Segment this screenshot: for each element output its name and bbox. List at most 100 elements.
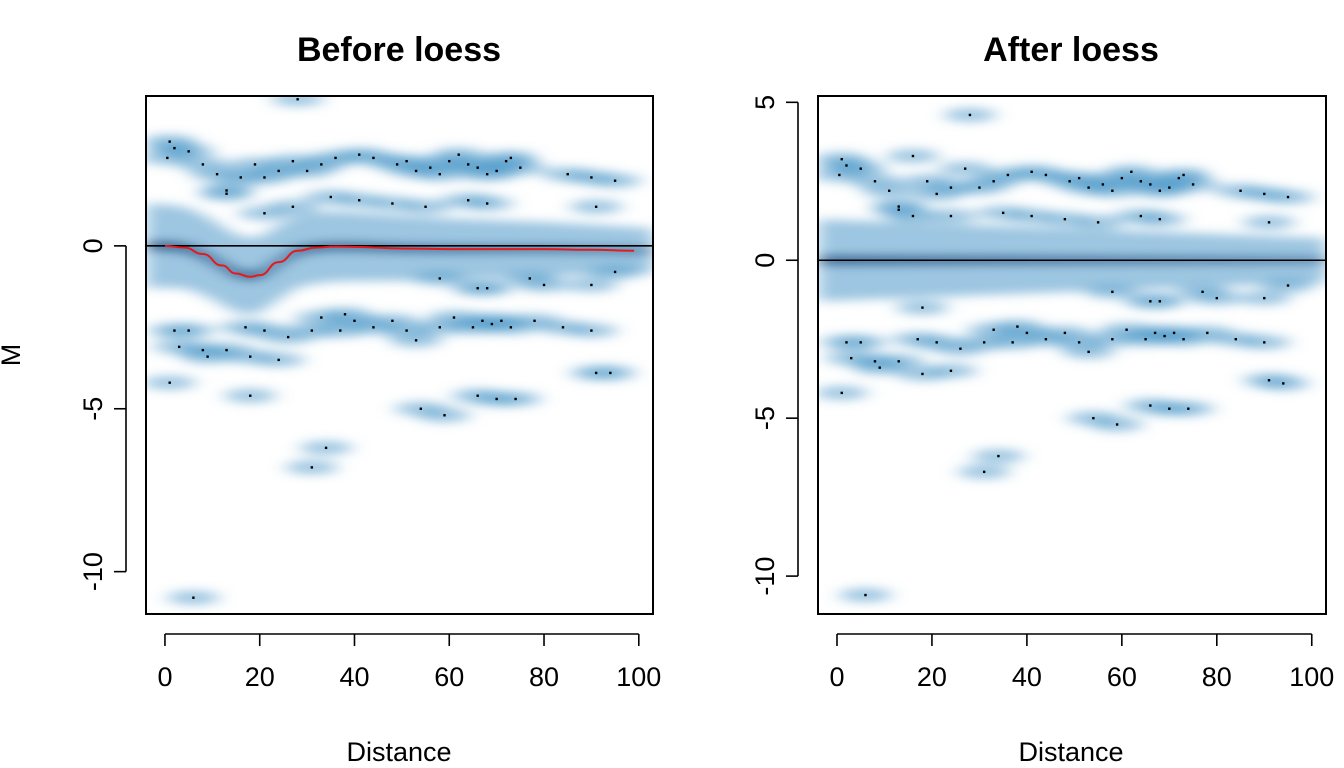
data-point (215, 172, 219, 176)
data-point (452, 316, 456, 319)
data-point (310, 329, 314, 332)
data-point (1087, 186, 1090, 189)
data-point (1267, 221, 1271, 224)
data-point (1096, 221, 1100, 224)
data-point (320, 316, 323, 319)
data-point (495, 397, 498, 401)
data-point (528, 277, 532, 280)
data-point (992, 328, 995, 331)
data-point (514, 397, 517, 401)
data-point (173, 329, 176, 332)
data-point (263, 212, 266, 215)
data-point (1101, 183, 1105, 186)
data-point (1153, 331, 1157, 335)
axes: 0 20 40 60 80 100 -10 -5 0 (78, 95, 661, 692)
data-point (840, 157, 843, 161)
data-point (1063, 331, 1067, 335)
data-point (613, 270, 617, 274)
data-point (358, 199, 361, 202)
data-point (296, 98, 299, 101)
data-point (225, 348, 228, 352)
data-point (173, 146, 176, 150)
data-point (485, 202, 489, 205)
data-point (310, 466, 314, 469)
loess-curve (164, 244, 635, 278)
data-point (542, 283, 546, 287)
data-point (1149, 300, 1152, 303)
data-point (438, 277, 441, 280)
y-tick-label: -10 (750, 557, 780, 596)
y-tick-label: -10 (78, 552, 108, 591)
data-point (485, 287, 489, 290)
data-point (405, 329, 408, 332)
data-point (959, 347, 962, 350)
chart-title: Before loess (297, 31, 501, 69)
x-tick-label: 60 (434, 662, 464, 692)
data-point (1068, 180, 1071, 183)
data-point (1149, 404, 1152, 407)
plot-frame (817, 95, 1327, 615)
data-point (911, 214, 915, 218)
data-point (978, 186, 981, 189)
data-point (372, 156, 375, 160)
data-point (177, 345, 181, 349)
data-point (467, 199, 470, 202)
data-point (1282, 382, 1285, 385)
data-point (395, 163, 399, 166)
data-point (1191, 183, 1195, 186)
data-point (845, 164, 848, 167)
data-point (495, 169, 498, 173)
data-point (448, 159, 451, 163)
data-point (334, 156, 337, 160)
data-point (997, 454, 1000, 458)
data-point (968, 113, 972, 117)
data-point (305, 169, 309, 173)
data-point (949, 214, 953, 218)
data-point (509, 326, 513, 329)
data-point (921, 372, 924, 376)
data-point (329, 195, 332, 199)
x-tick-label: 60 (1107, 662, 1137, 692)
data-point (864, 593, 867, 597)
data-point (1111, 189, 1114, 192)
data-point (1263, 341, 1266, 344)
panel-before-loess: Before loess 0 20 40 60 80 100 -10 -5 0 Distance… (0, 31, 661, 767)
data-point (1168, 186, 1171, 189)
data-point (168, 381, 171, 384)
data-point (859, 167, 862, 170)
data-point (424, 205, 427, 208)
data-point (476, 166, 479, 169)
data-point (878, 366, 881, 369)
data-point (1286, 284, 1290, 287)
axes: 0 20 40 60 80 100 -10 -5 0 5 (750, 95, 1334, 692)
data-point (1011, 341, 1014, 344)
data-point (921, 306, 924, 309)
data-point (897, 208, 900, 211)
data-point (438, 172, 441, 176)
data-point (1263, 296, 1266, 300)
data-point (888, 189, 891, 192)
data-point (1139, 180, 1143, 183)
data-point (187, 150, 190, 153)
plot-area (818, 107, 1326, 603)
data-point (481, 319, 484, 322)
data-point (850, 356, 853, 360)
data-point (391, 319, 394, 322)
y-axis-label: M (0, 344, 26, 367)
data-point (291, 205, 295, 208)
data-point (201, 163, 205, 166)
data-point (485, 172, 489, 176)
data-point (1163, 334, 1166, 338)
data-point (609, 371, 612, 375)
x-tick-label: 100 (1289, 662, 1334, 692)
data-point (353, 319, 356, 322)
x-axis-label: Distance (346, 737, 451, 767)
data-point (168, 140, 171, 143)
data-point (1263, 192, 1266, 196)
data-point (1206, 331, 1209, 335)
data-point (1063, 217, 1067, 221)
data-point (414, 169, 418, 173)
data-point (1182, 173, 1185, 177)
data-point (859, 341, 862, 344)
data-point (419, 407, 423, 410)
